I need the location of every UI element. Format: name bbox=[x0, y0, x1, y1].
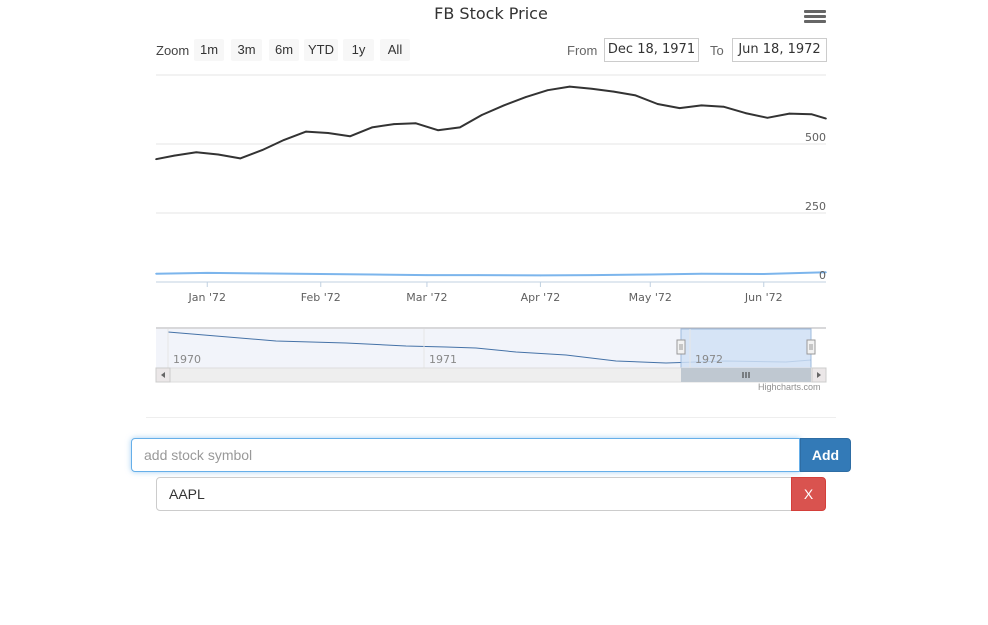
series-point bbox=[700, 104, 703, 107]
series-point bbox=[825, 271, 827, 274]
section-divider bbox=[146, 417, 836, 418]
series-point bbox=[656, 103, 659, 105]
navigator-mask-left bbox=[156, 329, 681, 368]
series-point bbox=[173, 154, 176, 157]
series-point bbox=[327, 132, 329, 134]
navigator-year-label: 1970 bbox=[173, 353, 201, 366]
x-tick-label: May '72 bbox=[629, 291, 672, 304]
series-point bbox=[649, 273, 652, 276]
navigator-selection bbox=[680, 328, 812, 369]
stock-chart: FB Stock Price Zoom 1m 3m 6m YTD 1y All … bbox=[146, 0, 836, 400]
series-point bbox=[320, 273, 322, 275]
highcharts-credits-link[interactable]: Highcharts.com bbox=[758, 382, 821, 392]
add-button[interactable]: Add bbox=[800, 438, 851, 472]
navigator-year-label: 1972 bbox=[695, 353, 723, 366]
zoom-1y-button[interactable]: 1y bbox=[343, 39, 374, 61]
zoom-ytd-button[interactable]: YTD bbox=[304, 39, 338, 61]
series-point bbox=[206, 272, 209, 274]
series-point bbox=[590, 88, 593, 90]
series-point bbox=[371, 273, 373, 276]
series-point bbox=[415, 122, 417, 125]
series-point bbox=[700, 272, 703, 275]
zoom-6m-button[interactable]: 6m bbox=[269, 39, 299, 61]
series-point bbox=[349, 135, 351, 138]
to-date-input[interactable]: Jun 18, 1972 bbox=[732, 38, 827, 62]
series-point bbox=[539, 274, 542, 277]
series-point bbox=[283, 139, 285, 141]
hamburger-menu-icon[interactable] bbox=[804, 10, 826, 28]
series-point bbox=[195, 151, 198, 154]
series-point bbox=[155, 272, 157, 275]
series-point bbox=[678, 107, 681, 109]
remove-stock-button[interactable]: X bbox=[791, 477, 826, 511]
series-point bbox=[217, 153, 219, 156]
stock-list-item: AAPL X bbox=[156, 477, 826, 511]
x-tick-label: Mar '72 bbox=[406, 291, 447, 304]
y-tick-label: 500 bbox=[805, 131, 826, 144]
series-point bbox=[437, 129, 439, 131]
stock-symbol-input[interactable] bbox=[131, 438, 800, 472]
series-point bbox=[155, 158, 157, 160]
series-point bbox=[763, 273, 765, 275]
zoom-all-button[interactable]: All bbox=[380, 39, 410, 61]
stock-symbol-label: AAPL bbox=[156, 477, 792, 511]
y-tick-label: 250 bbox=[805, 200, 826, 213]
series-point bbox=[590, 274, 593, 276]
volume-series-line bbox=[155, 271, 827, 277]
series-point bbox=[459, 126, 461, 129]
series-point bbox=[393, 123, 395, 125]
series-point bbox=[634, 94, 637, 97]
x-tick-label: Feb '72 bbox=[301, 291, 341, 304]
series-point bbox=[722, 105, 725, 108]
x-tick-label: Jan '72 bbox=[188, 291, 226, 304]
zoom-label: Zoom bbox=[156, 43, 190, 58]
from-date-input[interactable]: Dec 18, 1971 bbox=[604, 38, 699, 62]
x-tick-label: Apr '72 bbox=[521, 291, 561, 304]
series-point bbox=[257, 272, 260, 275]
series-point bbox=[766, 117, 769, 119]
series-point bbox=[744, 112, 747, 114]
series-point bbox=[481, 114, 483, 116]
to-label: To bbox=[710, 43, 724, 58]
y-tick-label: 0 bbox=[819, 269, 826, 282]
from-label: From bbox=[567, 43, 598, 58]
series-point bbox=[371, 126, 373, 129]
series-point bbox=[546, 89, 549, 91]
navigator-left-handle bbox=[676, 339, 686, 355]
series-point bbox=[426, 274, 428, 276]
series-point bbox=[810, 113, 813, 115]
add-stock-form: Add bbox=[131, 438, 851, 472]
series-point bbox=[261, 149, 263, 151]
chart-plot-svg: 0 250 500 Jan '72 Feb '72 Mar '72 Apr '72 May … bbox=[155, 74, 827, 383]
series-point bbox=[503, 104, 505, 107]
series-point bbox=[239, 157, 241, 160]
series-point bbox=[788, 112, 791, 115]
price-series-line bbox=[155, 85, 827, 161]
chart-title: FB Stock Price bbox=[434, 4, 548, 23]
series-point bbox=[612, 90, 615, 93]
navigator-right-handle bbox=[806, 339, 816, 355]
zoom-1m-button[interactable]: 1m bbox=[194, 39, 224, 61]
x-tick-label: Jun '72 bbox=[744, 291, 783, 304]
series-point bbox=[525, 96, 527, 98]
zoom-3m-button[interactable]: 3m bbox=[231, 39, 262, 61]
navigator-year-label: 1971 bbox=[429, 353, 457, 366]
series-point bbox=[825, 117, 827, 120]
series-point bbox=[477, 274, 480, 276]
series-point bbox=[305, 130, 307, 133]
series-point bbox=[568, 85, 571, 88]
